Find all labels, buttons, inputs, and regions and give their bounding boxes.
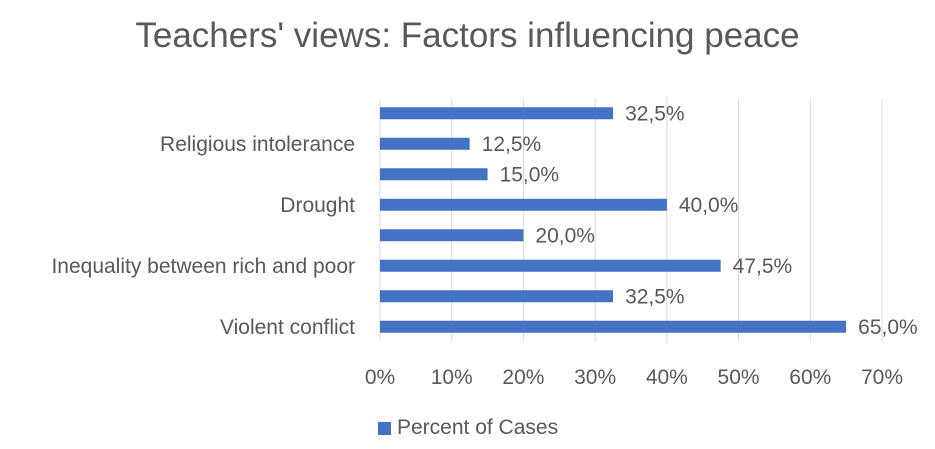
data-labels: 65,0% 32,5% 47,5% 20,0% 40,0% 15,0% 12,5% 32,5% bbox=[482, 102, 918, 339]
legend-label: Percent of Cases bbox=[397, 416, 559, 439]
bar bbox=[380, 168, 488, 181]
x-tick-label: 70% bbox=[861, 366, 903, 389]
category-label: Violent conflict bbox=[220, 316, 355, 339]
bar bbox=[380, 198, 667, 211]
data-label: 12,5% bbox=[482, 133, 542, 156]
bar bbox=[380, 290, 614, 303]
legend-swatch bbox=[378, 421, 391, 435]
bar bbox=[380, 229, 524, 242]
chart-title: Teachers' views: Factors influencing pea… bbox=[135, 16, 800, 55]
x-tick-label: 60% bbox=[789, 366, 831, 389]
category-label: Inequality between rich and poor bbox=[51, 255, 355, 278]
category-label: Religious intolerance bbox=[160, 133, 355, 156]
data-label: 32,5% bbox=[625, 102, 685, 125]
bar bbox=[380, 259, 721, 272]
category-labels: Violent conflict Inequality between rich … bbox=[51, 133, 355, 339]
x-tick-label: 10% bbox=[431, 366, 473, 389]
x-tick-label: 20% bbox=[502, 366, 544, 389]
x-tick-label: 0% bbox=[365, 366, 395, 389]
bar bbox=[380, 320, 847, 333]
data-label: 15,0% bbox=[500, 163, 560, 186]
category-label: Drought bbox=[280, 194, 355, 217]
bar bbox=[380, 137, 470, 150]
data-label: 40,0% bbox=[679, 194, 739, 217]
x-tick-label: 40% bbox=[646, 366, 688, 389]
bars bbox=[380, 107, 847, 333]
x-tick-label: 30% bbox=[574, 366, 616, 389]
x-tick-labels: 0% 10% 20% 30% 40% 50% 60% 70% bbox=[365, 366, 903, 389]
data-label: 65,0% bbox=[858, 316, 918, 339]
data-label: 32,5% bbox=[625, 285, 685, 308]
legend: Percent of Cases bbox=[378, 416, 558, 440]
bar bbox=[380, 107, 614, 120]
data-label: 20,0% bbox=[535, 224, 595, 247]
data-label: 47,5% bbox=[733, 255, 793, 278]
x-tick-label: 50% bbox=[718, 366, 760, 389]
